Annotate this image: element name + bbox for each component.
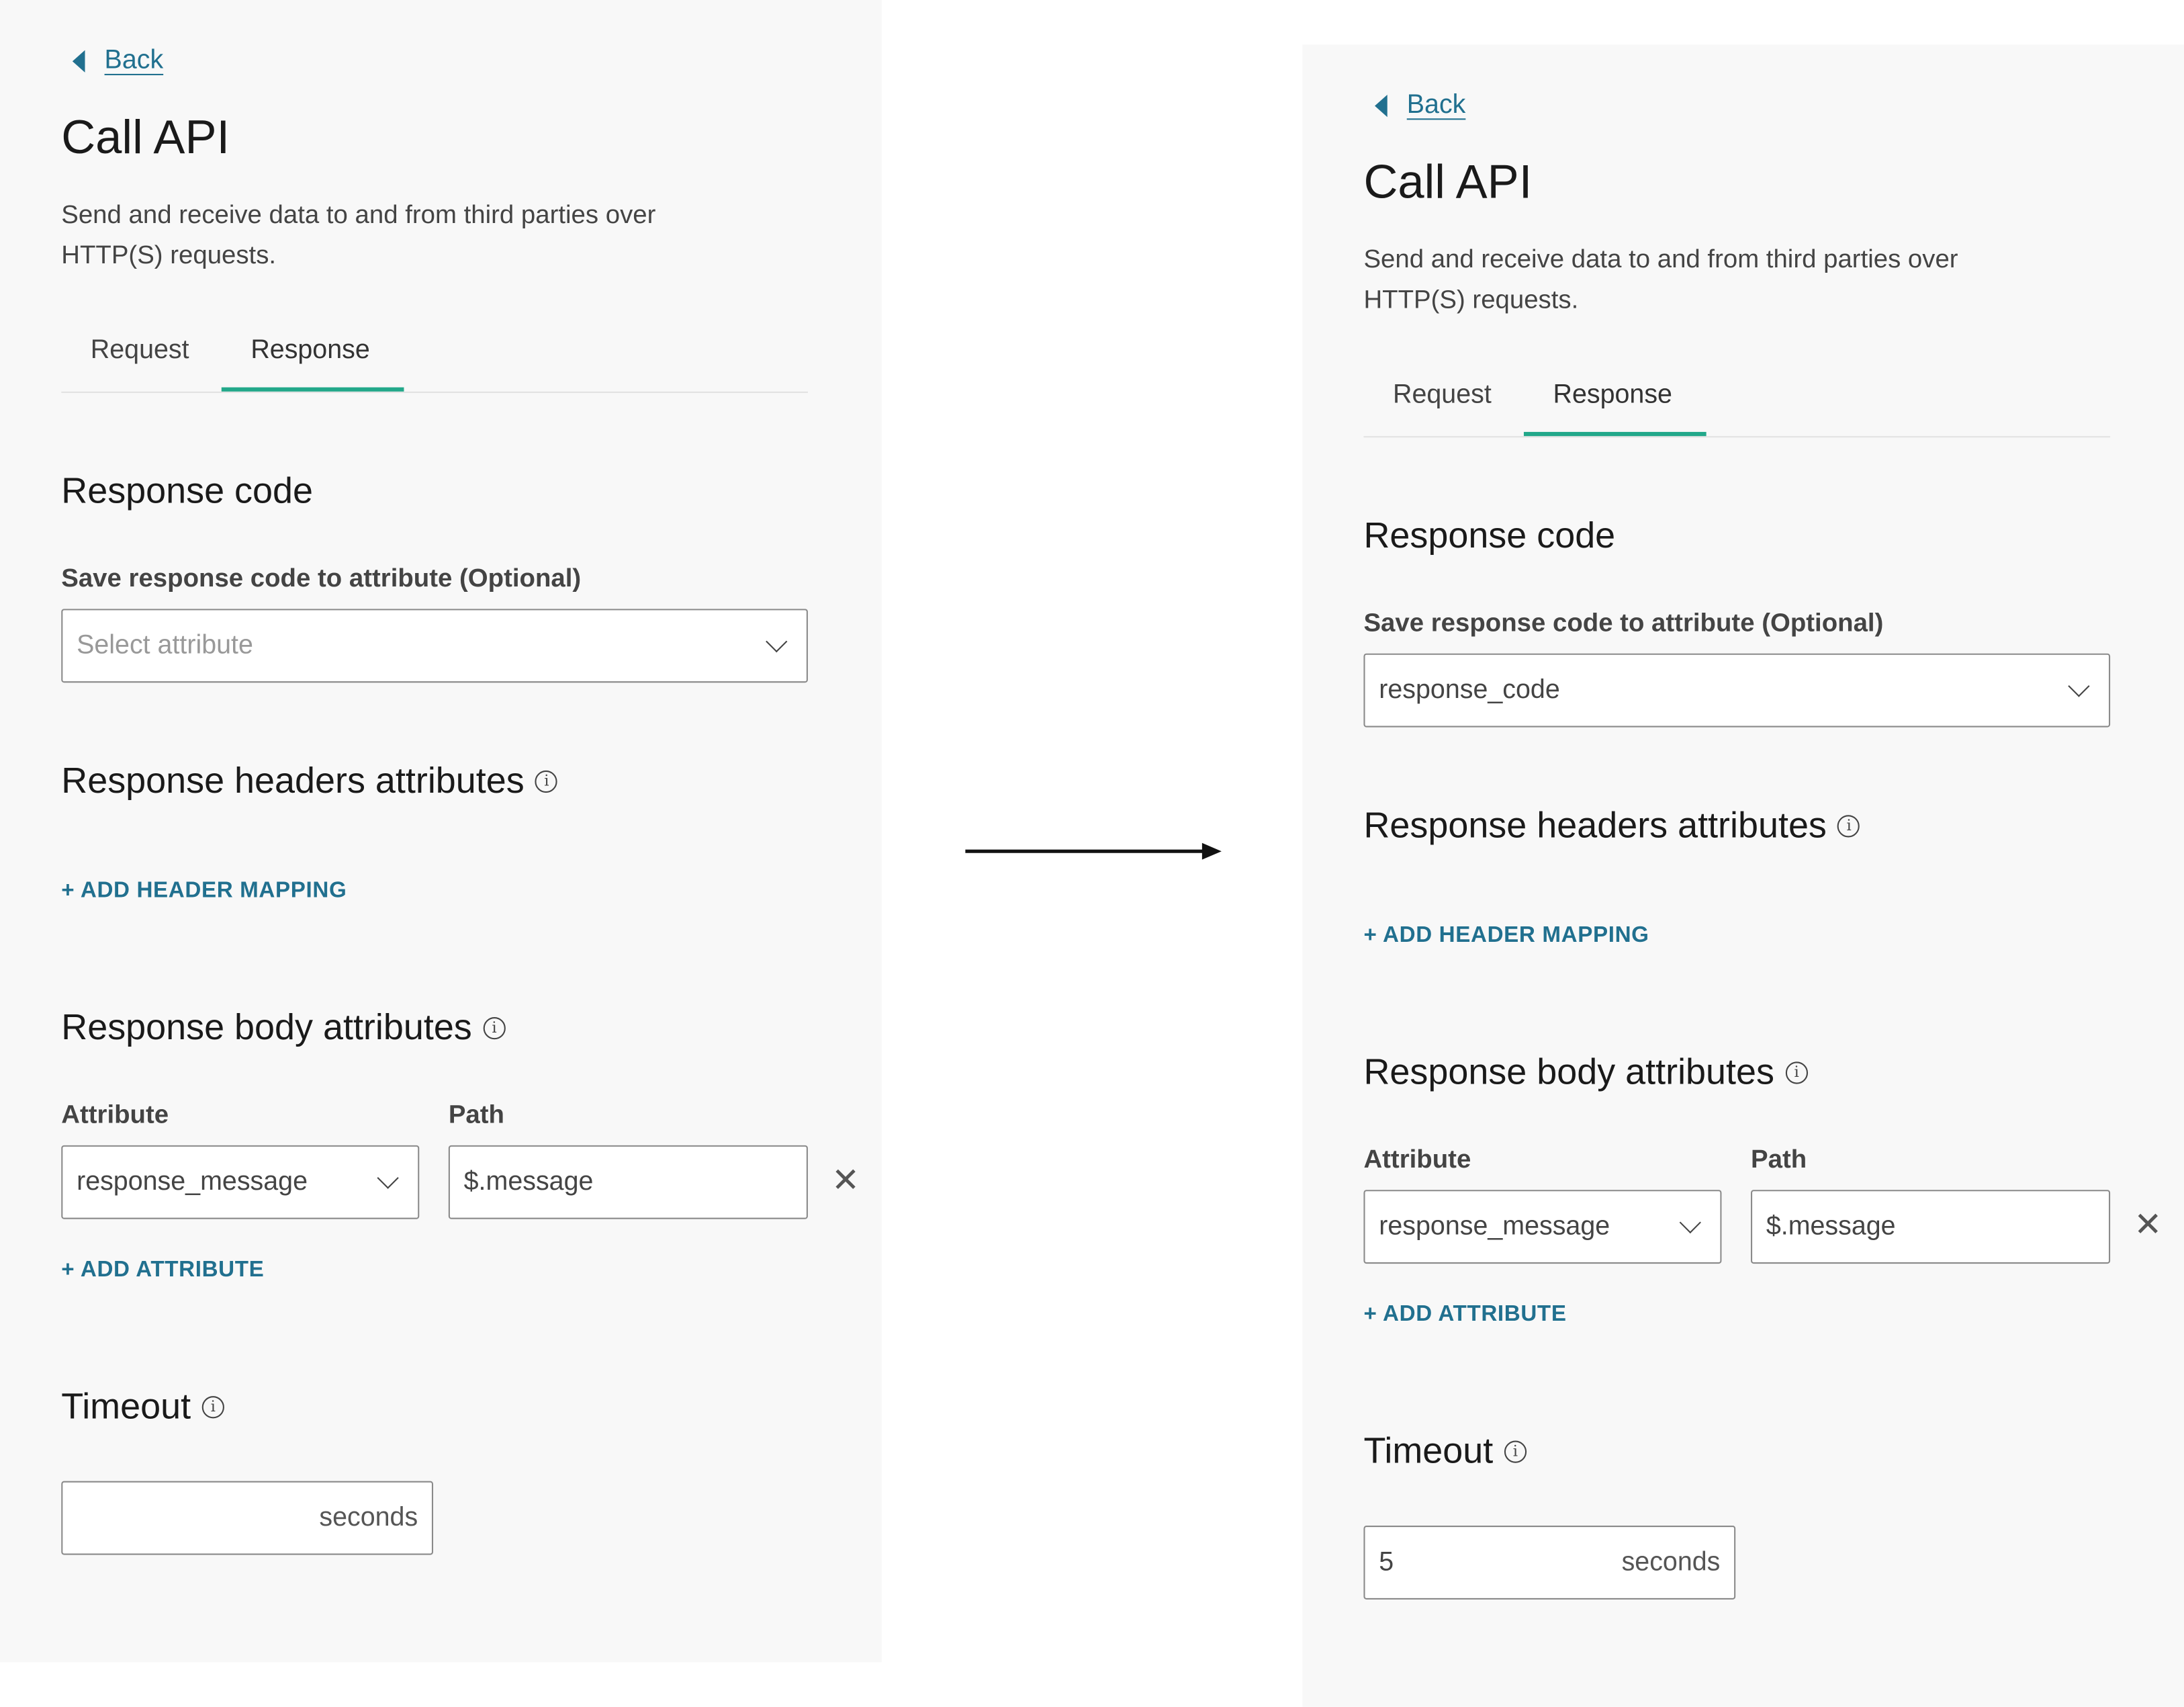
info-icon[interactable]: i (201, 1395, 224, 1418)
timeout-input[interactable]: seconds (61, 1481, 434, 1555)
chevron-down-icon (766, 630, 788, 653)
close-icon[interactable]: ✕ (2134, 1207, 2163, 1245)
heading-text: Timeout (1363, 1429, 1494, 1472)
heading-text: Response headers attributes (1363, 803, 1827, 846)
response-headers-heading: Response headers attributes i (1363, 804, 1860, 847)
heading-text: Response body attributes (1363, 1050, 1774, 1093)
response-code-label: Save response code to attribute (Optiona… (1363, 607, 1884, 637)
attribute-label: Attribute (61, 1099, 169, 1129)
back-label: Back (1406, 90, 1466, 120)
heading-text: Response code (1363, 514, 1616, 556)
chevron-down-icon (377, 1167, 399, 1189)
timeout-heading: Timeout i (61, 1385, 224, 1428)
caret-left-icon (72, 50, 85, 73)
body-attribute-select[interactable]: response_message (61, 1145, 420, 1219)
select-value: response_message (77, 1166, 308, 1196)
active-tab-indicator (1523, 431, 1707, 437)
path-label: Path (1751, 1143, 1807, 1174)
response-code-heading: Response code (1363, 514, 1615, 557)
heading-text: Response code (61, 469, 314, 512)
input-value: 5 (1379, 1547, 1394, 1577)
add-attribute-button[interactable]: + ADD ATTRIBUTE (61, 1258, 265, 1282)
body-attribute-select[interactable]: response_message (1363, 1190, 1722, 1264)
caret-left-icon (1375, 95, 1387, 118)
arrow-right-icon (965, 842, 1222, 860)
page-title: Call API (61, 111, 230, 165)
response-code-label: Save response code to attribute (Optiona… (61, 562, 582, 593)
page-description: Send and receive data to and from third … (61, 199, 656, 269)
back-link[interactable]: Back (1375, 91, 1465, 122)
select-value: response_message (1379, 1211, 1610, 1241)
unit-label: seconds (319, 1502, 418, 1532)
response-code-select[interactable]: response_code (1363, 653, 2111, 728)
add-header-mapping-button[interactable]: + ADD HEADER MAPPING (1363, 924, 1649, 948)
chevron-down-icon (1679, 1211, 1701, 1234)
response-body-heading: Response body attributes i (61, 1006, 506, 1049)
tab-request[interactable]: Request (1393, 380, 1492, 410)
info-icon[interactable]: i (535, 769, 558, 793)
info-icon[interactable]: i (1785, 1061, 1808, 1084)
attribute-label: Attribute (1363, 1143, 1471, 1174)
back-link[interactable]: Back (72, 46, 164, 77)
heading-text: Timeout (61, 1385, 191, 1427)
heading-text: Response body attributes (61, 1006, 472, 1048)
heading-text: Response headers attributes (61, 759, 525, 801)
tab-request[interactable]: Request (90, 335, 189, 365)
back-label: Back (104, 46, 164, 75)
input-value: $.message (1766, 1211, 1896, 1241)
unit-label: seconds (1621, 1547, 1721, 1577)
add-header-mapping-button[interactable]: + ADD HEADER MAPPING (61, 879, 347, 903)
tab-bar: Request Response (61, 329, 808, 393)
info-icon[interactable]: i (1504, 1440, 1527, 1462)
add-attribute-button[interactable]: + ADD ATTRIBUTE (1363, 1303, 1567, 1327)
call-api-panel: Back Call API Send and receive data to a… (0, 0, 882, 1663)
body-path-input[interactable]: $.message (1751, 1190, 2111, 1264)
timeout-input[interactable]: 5 seconds (1363, 1526, 1736, 1600)
input-value: $.message (463, 1166, 594, 1196)
response-code-select[interactable]: Select attribute (61, 609, 808, 683)
tab-response[interactable]: Response (1553, 380, 1672, 410)
path-label: Path (448, 1099, 504, 1129)
response-code-heading: Response code (61, 470, 313, 513)
close-icon[interactable]: ✕ (831, 1162, 860, 1200)
active-tab-indicator (221, 387, 404, 392)
tab-response[interactable]: Response (251, 335, 370, 365)
info-icon[interactable]: i (483, 1016, 506, 1039)
chevron-down-icon (2068, 675, 2090, 697)
call-api-panel: Back Call API Send and receive data to a… (1302, 44, 2184, 1707)
info-icon[interactable]: i (1837, 814, 1860, 837)
response-headers-heading: Response headers attributes i (61, 759, 558, 802)
body-path-input[interactable]: $.message (448, 1145, 808, 1219)
page-title: Call API (1363, 156, 1533, 210)
select-placeholder: Select attribute (77, 630, 253, 660)
select-value: response_code (1379, 674, 1560, 705)
tab-bar: Request Response (1363, 374, 2111, 438)
page-description: Send and receive data to and from third … (1363, 243, 1958, 314)
response-body-heading: Response body attributes i (1363, 1050, 1808, 1094)
timeout-heading: Timeout i (1363, 1430, 1527, 1473)
